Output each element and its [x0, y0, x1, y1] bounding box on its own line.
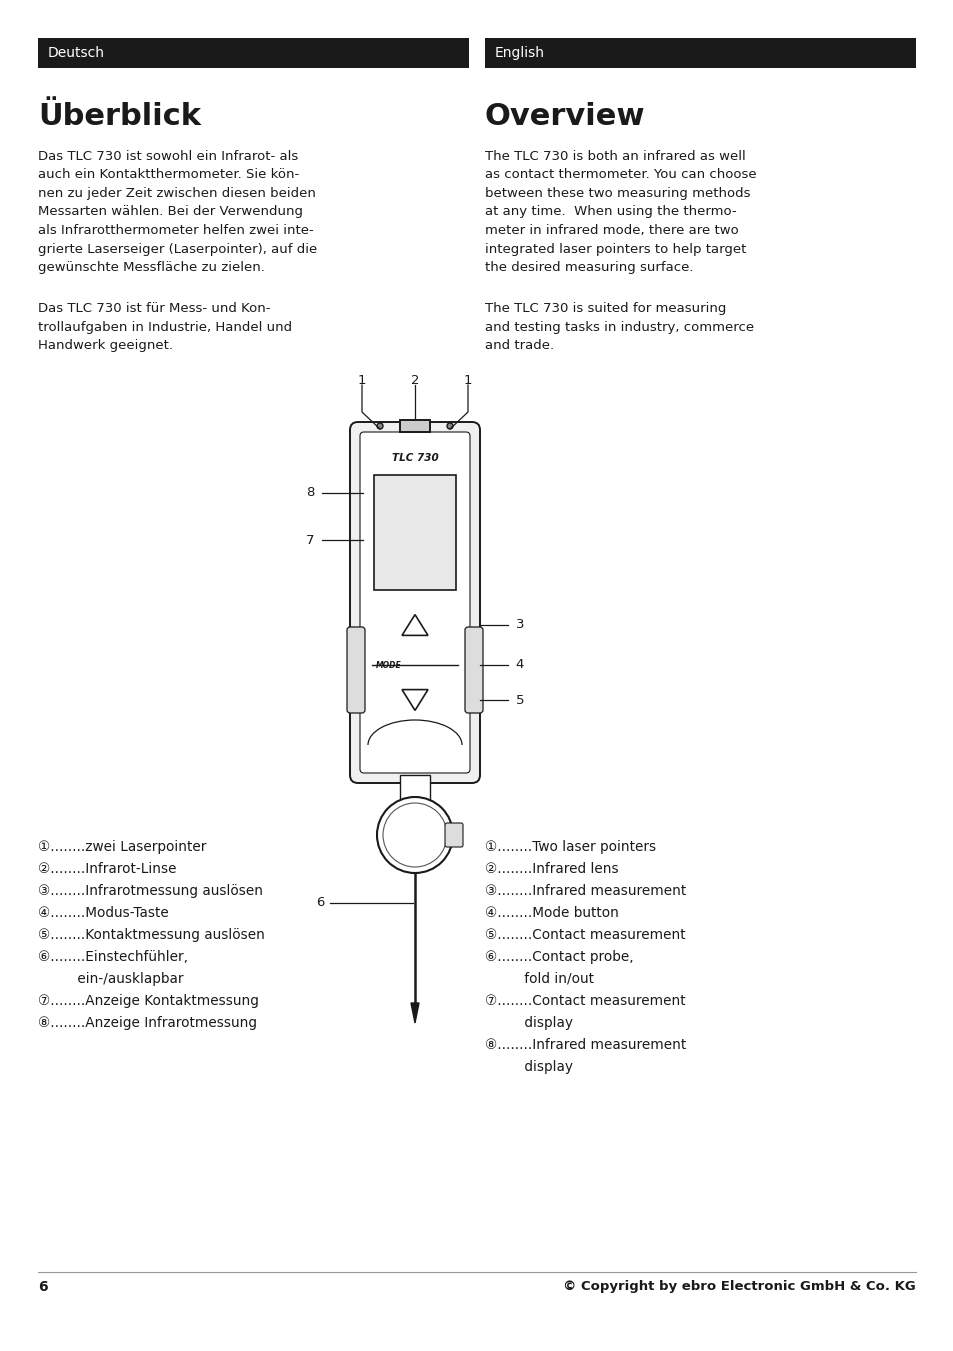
Text: 6: 6: [315, 897, 324, 909]
Text: ⑥........Contact probe,: ⑥........Contact probe,: [484, 950, 633, 965]
FancyBboxPatch shape: [444, 823, 462, 847]
Text: ⑧........Anzeige Infrarotmessung: ⑧........Anzeige Infrarotmessung: [38, 1016, 256, 1029]
Text: Überblick: Überblick: [38, 101, 201, 131]
Bar: [38, 38, 469, 68]
Circle shape: [376, 423, 382, 430]
Text: ein-/ausklapbar: ein-/ausklapbar: [38, 971, 183, 986]
Text: ⑧........Infrared measurement: ⑧........Infrared measurement: [484, 1038, 685, 1052]
Text: ⑤........Contact measurement: ⑤........Contact measurement: [484, 928, 685, 942]
FancyBboxPatch shape: [350, 422, 479, 784]
Text: 4: 4: [516, 658, 523, 671]
Circle shape: [447, 423, 453, 430]
Text: 3: 3: [516, 619, 524, 631]
Bar: [374, 476, 456, 590]
Circle shape: [382, 802, 447, 867]
Text: ⑦........Contact measurement: ⑦........Contact measurement: [484, 994, 685, 1008]
Circle shape: [376, 797, 453, 873]
Text: 8: 8: [306, 486, 314, 500]
Text: ⑥........Einstechfühler,: ⑥........Einstechfühler,: [38, 950, 188, 965]
Text: 6: 6: [38, 1279, 48, 1294]
FancyBboxPatch shape: [464, 627, 482, 713]
Polygon shape: [401, 615, 428, 635]
FancyBboxPatch shape: [359, 432, 470, 773]
Text: 5: 5: [516, 693, 524, 707]
Text: Overview: Overview: [484, 101, 645, 131]
Text: MODE: MODE: [375, 661, 401, 670]
Text: display: display: [484, 1016, 573, 1029]
Bar: [399, 420, 430, 432]
Text: 1: 1: [463, 373, 472, 386]
Text: TLC 730: TLC 730: [392, 453, 438, 463]
Text: The TLC 730 is suited for measuring
and testing tasks in industry, commerce
and : The TLC 730 is suited for measuring and …: [484, 303, 753, 353]
Text: English: English: [495, 46, 544, 59]
FancyBboxPatch shape: [347, 627, 365, 713]
Text: ②........Infrarot-Linse: ②........Infrarot-Linse: [38, 862, 176, 875]
Text: Deutsch: Deutsch: [48, 46, 105, 59]
Text: ③........Infrared measurement: ③........Infrared measurement: [484, 884, 685, 898]
Text: 7: 7: [305, 534, 314, 547]
Text: ⑦........Anzeige Kontaktmessung: ⑦........Anzeige Kontaktmessung: [38, 994, 258, 1008]
Text: 2: 2: [411, 373, 418, 386]
Bar: [399, 775, 430, 800]
Text: The TLC 730 is both an infrared as well
as contact thermometer. You can choose
b: The TLC 730 is both an infrared as well …: [484, 150, 756, 274]
Text: ②........Infrared lens: ②........Infrared lens: [484, 862, 618, 875]
Text: ①........Two laser pointers: ①........Two laser pointers: [484, 840, 656, 854]
Text: © Copyright by ebro Electronic GmbH & Co. KG: © Copyright by ebro Electronic GmbH & Co…: [562, 1279, 915, 1293]
Text: ③........Infrarotmessung auslösen: ③........Infrarotmessung auslösen: [38, 884, 263, 898]
Text: 1: 1: [357, 373, 366, 386]
Text: Das TLC 730 ist für Mess- und Kon-
trollaufgaben in Industrie, Handel und
Handwe: Das TLC 730 ist für Mess- und Kon- troll…: [38, 303, 292, 353]
Text: ⑤........Kontaktmessung auslösen: ⑤........Kontaktmessung auslösen: [38, 928, 265, 942]
Polygon shape: [411, 1002, 418, 1023]
Text: ①........zwei Laserpointer: ①........zwei Laserpointer: [38, 840, 206, 854]
Text: display: display: [484, 1061, 573, 1074]
Text: fold in/out: fold in/out: [484, 971, 594, 986]
Text: Das TLC 730 ist sowohl ein Infrarot- als
auch ein Kontaktthermometer. Sie kön-
n: Das TLC 730 ist sowohl ein Infrarot- als…: [38, 150, 317, 274]
Text: ④........Modus-Taste: ④........Modus-Taste: [38, 907, 169, 920]
Polygon shape: [401, 689, 428, 711]
Text: ④........Mode button: ④........Mode button: [484, 907, 618, 920]
Bar: [484, 38, 915, 68]
